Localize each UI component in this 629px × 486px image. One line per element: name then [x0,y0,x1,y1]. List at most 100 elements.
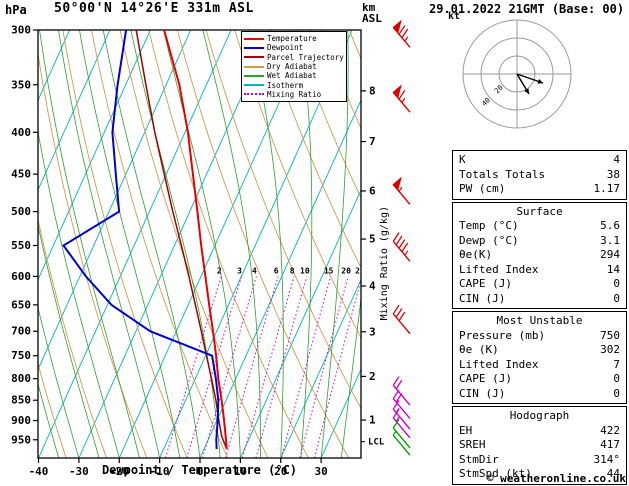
indices-row: Temp (°C) 5.6 [459,219,620,234]
temperature-tick-label: 10 [234,465,247,478]
indices-table-hodograph: Hodograph EH 422 SREH 417 StmDir 314° StmSpd (k… [452,406,627,485]
legend-item-label: Dewpoint [267,43,304,53]
indices-row: CAPE (J) 0 [459,372,620,387]
legend-line-swatch [244,93,264,96]
legend-item: Dewpoint [244,43,344,52]
indices-row-label: SREH [459,438,486,451]
mixing-ratio-axis-label: Mixing Ratio (g/kg) [379,206,390,321]
temperature-tick-label: -30 [69,465,89,478]
pressure-tick-label: 350 [11,78,31,91]
mixing-ratio-value: 25 [355,266,365,275]
indices-row: CAPE (J) 0 [459,277,620,292]
temperature-line [163,30,228,450]
legend-item: Mixing Ratio [244,90,344,99]
indices-row-value: 44 [606,467,620,480]
datetime-label: 29.01.2022 21GMT (Base: 00) [429,2,625,16]
pressure-tick-label: 600 [11,270,31,283]
legend-line-swatch [244,84,264,87]
pressure-tick-label: 650 [11,298,31,311]
mixing-ratio-value: 20 [341,266,351,275]
dry-adiabat-lines [38,30,361,458]
pressure-tick-label: 550 [11,239,31,252]
mixing-ratio-value: 10 [300,266,310,275]
temperature-tick-label: 0 [197,465,204,478]
indices-row-label: StmSpd (kt) [459,467,532,480]
legend-item-label: Mixing Ratio [267,89,322,99]
indices-row: CIN (J) 0 [459,387,620,402]
indices-row: StmDir 314° [459,453,620,468]
indices-row-label: CIN (J) [459,291,506,305]
indices-row-label: CAPE (J) [459,372,512,385]
indices-row-value: 314° [593,452,621,466]
indices-row-value: 4 [613,153,620,166]
pressure-tick-label: 450 [11,168,31,181]
altitude-unit-km: km [362,1,376,14]
indices-row: θe(K) 294 [459,248,620,263]
legend-line-swatch [244,74,264,77]
pressure-tick-label: 700 [11,325,31,338]
indices-row-label: Totals Totals [459,167,546,181]
km-tick-label: 2 [369,370,376,383]
legend-item-label: Isotherm [267,80,304,90]
altitude-unit-asl: ASL [362,12,382,25]
temperature-tick-label: 30 [315,465,328,478]
legend-line-swatch [244,46,264,49]
km-tick-label: 5 [369,233,376,246]
wind-barbs [392,19,411,456]
pressure-unit-label: hPa [5,3,27,17]
mixing-ratio-value: 8 [290,266,295,275]
background-isopleths: 2 3 4 6 8 10 15 20 25 [38,30,365,458]
indices-row-label: K [459,153,466,166]
indices-row-label: Temp (°C) [459,219,519,232]
legend-item-label: Wet Adiabat [267,71,317,81]
indices-row: EH 422 [459,424,620,439]
indices-row: θe (K) 302 [459,343,620,358]
legend-item-label: Temperature [267,34,317,44]
sounding-profiles [62,30,228,450]
mixing-ratio-value: 15 [324,266,334,275]
mixing-ratio-lines: 2 3 4 6 8 10 15 20 25 [164,266,365,458]
temperature-tick-label: -20 [109,465,129,478]
indices-row-value: 5.6 [600,219,620,232]
pressure-tick-label: 900 [11,414,31,427]
axes: 3003504004505005506006507007508008509009… [11,24,385,479]
legend-item: Wet Adiabat [244,71,344,80]
legend-item-label: Dry Adiabat [267,62,317,72]
legend-line-swatch [244,65,264,68]
indices-row-label: StmDir [459,452,499,466]
hodograph-ring-label: 20 [493,84,505,96]
indices-row-value: 0 [613,386,620,400]
copyright: © weatheronline.co.uk [486,472,626,485]
temperature-tick-label: -40 [29,465,49,478]
indices-row-value: 0 [613,291,620,305]
pressure-tick-label: 400 [11,126,31,139]
indices-row-value: 417 [600,438,620,451]
indices-row: PW (cm) 1.17 [459,182,620,197]
indices-row-label: Lifted Index [459,262,539,276]
indices-row: StmSpd (kt) 44 [459,467,620,482]
indices-row-value: 294 [600,248,620,261]
indices-row-value: 14 [606,262,620,276]
legend-item-label: Parcel Trajectory [267,52,344,62]
indices-row-value: 750 [600,328,620,342]
wet-adiabat-lines [38,30,361,458]
km-tick-label: 4 [369,279,376,292]
indices-row: Pressure (mb) 750 [459,329,620,344]
indices-panel: K 4 Totals Totals 38 PW (cm) 1.17 Surface Temp … [452,150,627,486]
indices-section-title: Hodograph [509,409,570,422]
indices-row-value: 0 [613,372,620,385]
legend-line-swatch [244,56,264,59]
mixing-ratio-value: 4 [252,266,257,275]
indices-row-label: EH [459,423,473,437]
altitude-unit-label: km ASL [362,2,382,24]
km-tick-label: 7 [369,135,376,148]
mixing-ratio-value: 2 [217,266,222,275]
indices-row: Dewp (°C) 3.1 [459,234,620,249]
pressure-tick-label: 800 [11,372,31,385]
indices-row: Totals Totals 38 [459,168,620,183]
legend-item: Dry Adiabat [244,62,344,71]
hodograph-ring-label: 40 [480,96,492,108]
indices-table-general: K 4 Totals Totals 38 PW (cm) 1.17 [452,150,627,200]
